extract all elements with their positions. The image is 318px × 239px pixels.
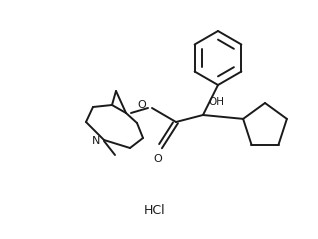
Text: HCl: HCl: [144, 205, 166, 217]
Text: N: N: [92, 136, 100, 146]
Text: O: O: [154, 154, 162, 164]
Text: OH: OH: [208, 97, 224, 107]
Text: O: O: [137, 100, 146, 110]
